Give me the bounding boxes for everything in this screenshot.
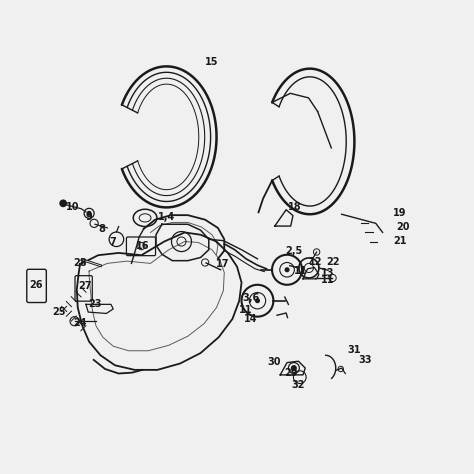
- Text: 31: 31: [347, 345, 361, 355]
- Text: 30: 30: [267, 357, 281, 367]
- Text: 15: 15: [205, 57, 219, 67]
- Circle shape: [255, 299, 259, 302]
- Circle shape: [285, 268, 289, 272]
- Text: 11: 11: [239, 305, 253, 315]
- Text: 8: 8: [98, 224, 105, 234]
- Text: 19: 19: [393, 209, 407, 219]
- Text: 11: 11: [294, 266, 308, 276]
- Text: 20: 20: [396, 222, 410, 232]
- Text: 2,5: 2,5: [285, 246, 302, 255]
- Text: 7: 7: [110, 237, 117, 246]
- Text: 24: 24: [73, 318, 87, 328]
- Circle shape: [292, 366, 296, 370]
- Text: 29: 29: [284, 368, 298, 378]
- Text: 9: 9: [86, 211, 92, 221]
- Text: 22: 22: [326, 257, 339, 267]
- Text: 12: 12: [309, 257, 322, 267]
- Text: 28: 28: [73, 258, 87, 268]
- Text: 25: 25: [52, 307, 65, 317]
- Text: 27: 27: [78, 281, 91, 291]
- Text: 17: 17: [216, 259, 229, 269]
- Text: 1,4: 1,4: [158, 211, 175, 221]
- Text: 32: 32: [292, 380, 305, 390]
- Text: 11: 11: [321, 275, 335, 285]
- Text: 10: 10: [65, 202, 79, 212]
- Text: 18: 18: [289, 202, 302, 212]
- Text: 23: 23: [88, 300, 102, 310]
- Text: 21: 21: [393, 236, 407, 246]
- Text: 13: 13: [321, 268, 335, 278]
- Circle shape: [87, 211, 91, 215]
- Text: 3,6: 3,6: [242, 293, 259, 303]
- Text: 16: 16: [136, 241, 149, 251]
- Circle shape: [60, 200, 66, 207]
- Text: 14: 14: [244, 314, 257, 324]
- Text: 26: 26: [29, 280, 43, 290]
- Text: 33: 33: [358, 355, 372, 365]
